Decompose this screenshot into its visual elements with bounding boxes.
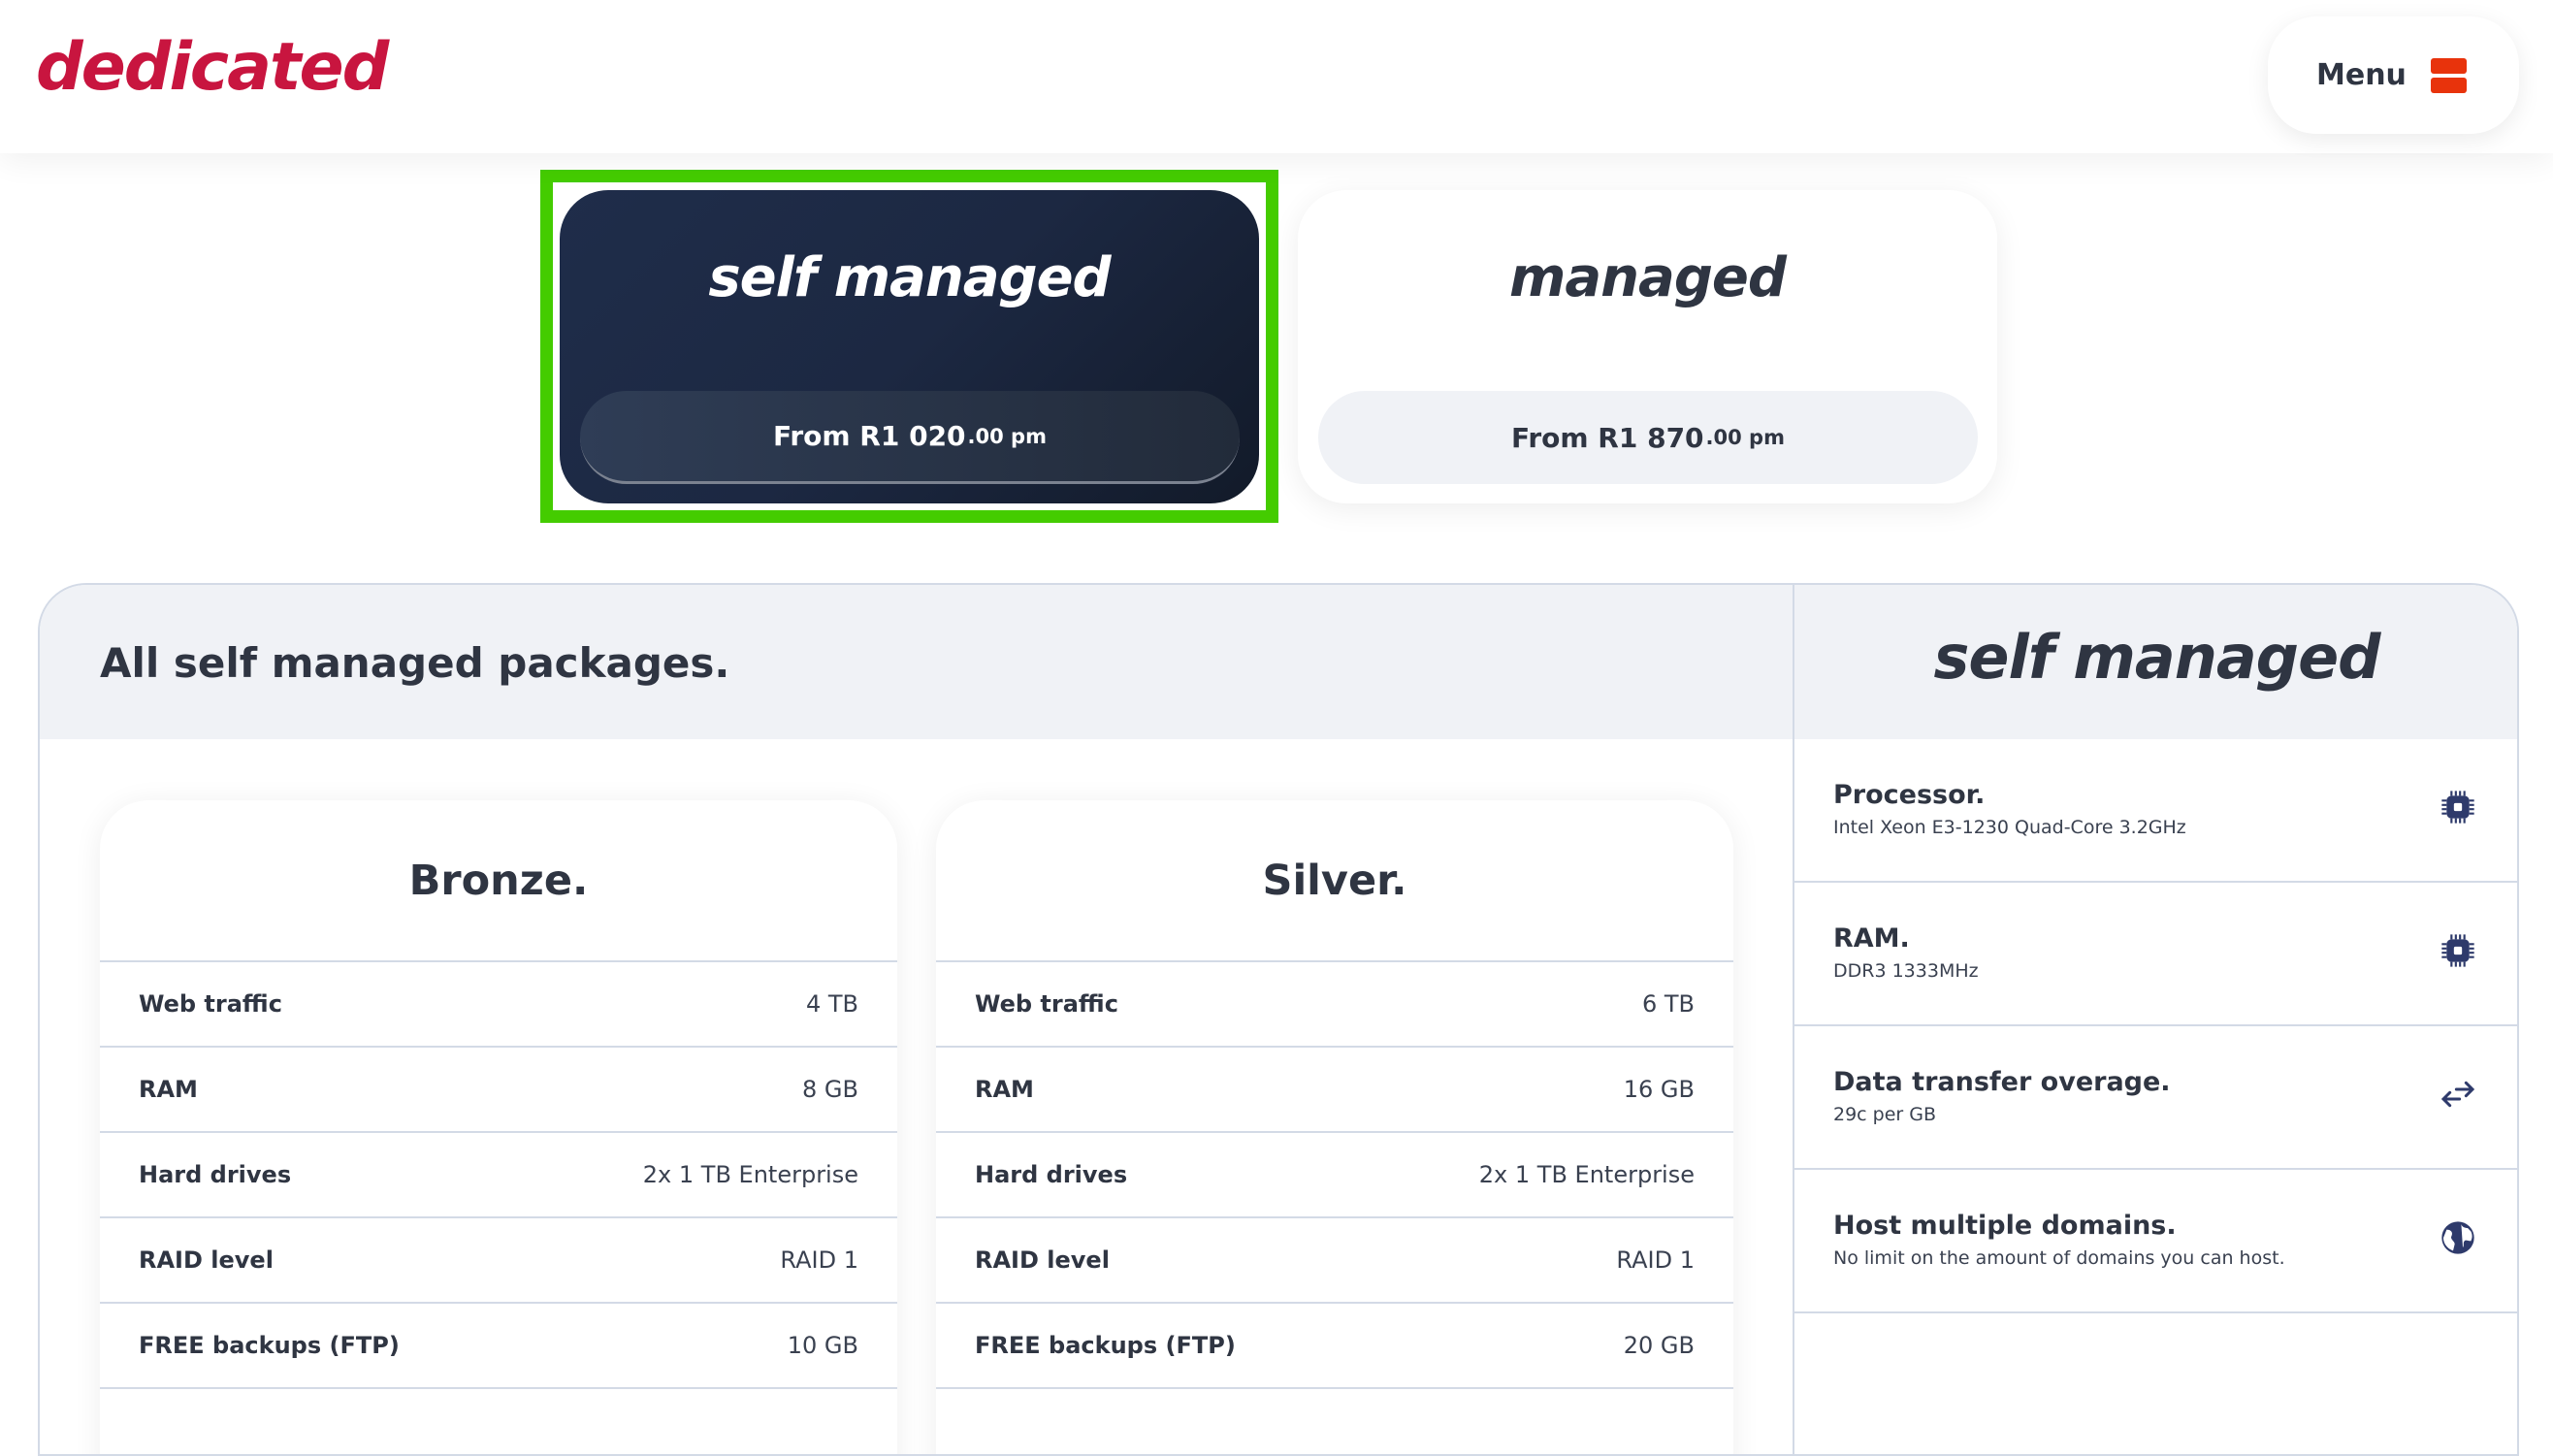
spec-value: 4 TB — [805, 990, 858, 1018]
feature-title: Processor. — [1833, 780, 1986, 810]
tab-self-managed[interactable]: self managed From R1 020.00 pm — [560, 190, 1259, 503]
spec-label: Hard drives — [975, 1161, 1128, 1188]
spec-value: 8 GB — [802, 1076, 858, 1103]
feature-title: Data transfer overage. — [1833, 1067, 2171, 1097]
spec-row: Web traffic 6 TB — [936, 962, 1733, 1048]
menu-button[interactable]: Menu — [2268, 16, 2519, 134]
menu-icon — [2431, 58, 2467, 93]
panel-header — [40, 585, 2517, 739]
spec-row: FREE backups (FTP) 10 GB — [100, 1304, 897, 1389]
feature-item: Processor. Intel Xeon E3-1230 Quad-Core 3… — [1794, 739, 2517, 883]
tab-managed[interactable]: managed From R1 870.00 pm — [1298, 190, 1997, 503]
packages-panel: All self managed packages. self managed … — [38, 583, 2519, 1456]
tab-title: self managed — [708, 246, 1111, 309]
feature-item: RAM. DDR3 1333MHz — [1794, 883, 2517, 1026]
chip-icon — [2439, 931, 2477, 970]
divider — [1793, 585, 1794, 1454]
package-card-bronze: Bronze. Web traffic 4 TB RAM 8 GB Hard drives… — [100, 800, 897, 1454]
package-card-silver: Silver. Web traffic 6 TB RAM 16 GB Hard drive… — [936, 800, 1733, 1454]
price-cents: .00 pm — [967, 424, 1047, 448]
feature-title: Host multiple domains. — [1833, 1211, 2177, 1241]
header: dedicated Menu — [0, 0, 2553, 153]
selection-highlight — [540, 170, 1278, 523]
spec-value: 16 GB — [1623, 1076, 1695, 1103]
spec-label: RAM — [975, 1076, 1034, 1103]
spec-value: RAID 1 — [780, 1246, 858, 1274]
spec-value: 2x 1 TB Enterprise — [642, 1161, 858, 1188]
spec-value: RAID 1 — [1616, 1246, 1695, 1274]
globe-icon — [2439, 1218, 2477, 1257]
package-name: Bronze. — [100, 800, 897, 962]
spec-label: Web traffic — [139, 990, 282, 1018]
spec-row: Web traffic 4 TB — [100, 962, 897, 1048]
feature-description: DDR3 1333MHz — [1833, 960, 1979, 982]
spec-row: Hard drives 2x 1 TB Enterprise — [100, 1133, 897, 1218]
spec-value: 6 TB — [1641, 990, 1695, 1018]
spec-value: 2x 1 TB Enterprise — [1478, 1161, 1695, 1188]
menu-label: Menu — [2316, 58, 2407, 92]
arrows-exchange-icon — [2439, 1075, 2477, 1114]
feature-description: 29c per GB — [1833, 1104, 1937, 1125]
chip-icon — [2439, 788, 2477, 826]
spec-value: 20 GB — [1623, 1332, 1695, 1359]
spec-label: Web traffic — [975, 990, 1118, 1018]
spec-row: Hard drives 2x 1 TB Enterprise — [936, 1133, 1733, 1218]
spec-label: RAID level — [975, 1246, 1110, 1274]
price-pill[interactable]: From R1 870.00 pm — [1318, 391, 1978, 484]
panel-title: All self managed packages. — [100, 639, 730, 687]
feature-title: RAM. — [1833, 923, 1910, 954]
spec-label: FREE backups (FTP) — [975, 1332, 1236, 1359]
spec-row: RAID level RAID 1 — [936, 1218, 1733, 1304]
price: From R1 020 — [773, 420, 966, 452]
price: From R1 870 — [1511, 421, 1704, 454]
tab-title: managed — [1509, 246, 1787, 309]
feature-description: Intel Xeon E3-1230 Quad-Core 3.2GHz — [1833, 817, 2186, 838]
spec-value: 10 GB — [787, 1332, 858, 1359]
spec-label: RAID level — [139, 1246, 274, 1274]
feature-item: Data transfer overage. 29c per GB — [1794, 1026, 2517, 1170]
spec-row: RAM 16 GB — [936, 1048, 1733, 1133]
spec-row: RAID level RAID 1 — [100, 1218, 897, 1304]
spec-row: RAM 8 GB — [100, 1048, 897, 1133]
logo[interactable]: dedicated — [36, 29, 389, 106]
spec-label: FREE backups (FTP) — [139, 1332, 400, 1359]
spec-label: RAM — [139, 1076, 198, 1103]
feature-item: Host multiple domains. No limit on the am… — [1794, 1170, 2517, 1313]
feature-description: No limit on the amount of domains you ca… — [1833, 1247, 2285, 1269]
price-pill[interactable]: From R1 020.00 pm — [580, 391, 1240, 484]
side-title: self managed — [1933, 622, 2381, 693]
package-name: Silver. — [936, 800, 1733, 962]
spec-row: FREE backups (FTP) 20 GB — [936, 1304, 1733, 1389]
price-cents: .00 pm — [1705, 426, 1785, 449]
spec-label: Hard drives — [139, 1161, 292, 1188]
